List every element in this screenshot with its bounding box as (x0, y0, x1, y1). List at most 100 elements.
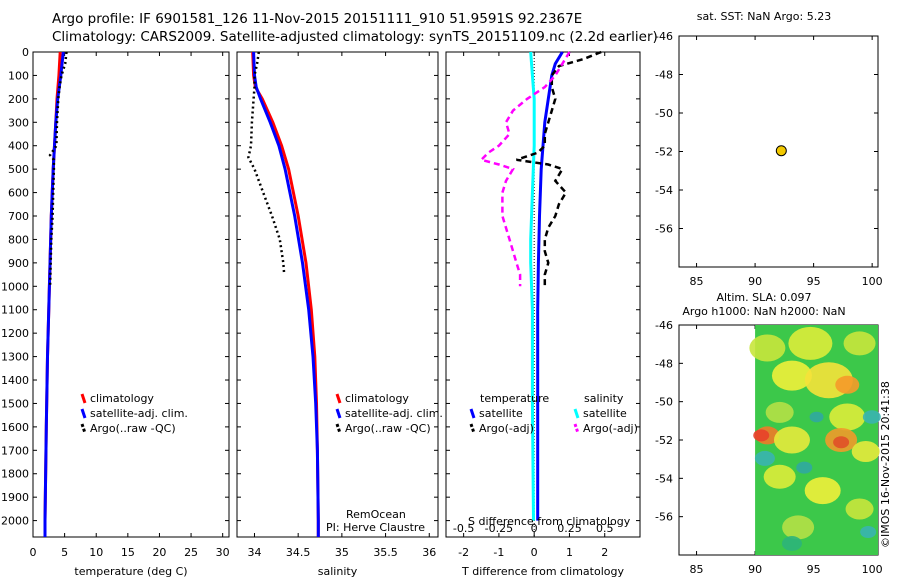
x-tick-label: 25 (184, 546, 198, 559)
heatmap-cell (765, 401, 794, 423)
x-tick-label: 100 (862, 275, 883, 288)
y-tick-label: 1900 (1, 491, 29, 504)
legend-salinity-title: salinity (584, 392, 624, 405)
y-tick-label: 1300 (1, 351, 29, 364)
y-tick-label: -52 (655, 434, 673, 447)
x-tick-label: 20 (152, 546, 166, 559)
y-tick-label: -48 (655, 69, 673, 82)
y-tick-label: 200 (8, 93, 29, 106)
legend-argo-raw-swatch (335, 423, 342, 434)
y-tick-label: 500 (8, 163, 29, 176)
y-tick-label: -46 (655, 319, 673, 332)
x-tick-label: 95 (807, 275, 821, 288)
profile-axes-box (445, 51, 641, 538)
y-tick-label: -54 (655, 184, 673, 197)
secondary-x-tick-label: -0.25 (485, 522, 513, 535)
x-tick-label: 2 (601, 546, 608, 559)
heatmap-cell (809, 411, 824, 423)
series-line (43, 51, 65, 537)
y-tick-label: 0 (22, 46, 29, 59)
y-tick-label: 1600 (1, 421, 29, 434)
heatmap-cell (804, 477, 841, 505)
y-tick-label: 400 (8, 140, 29, 153)
heatmap-cell (782, 515, 815, 540)
legend-temp-satellite-swatch (469, 408, 476, 419)
series-line (251, 51, 320, 537)
x-tick-label: 10 (89, 546, 103, 559)
legend-satellite-adj-swatch (335, 408, 342, 419)
x-tick-label: -1 (493, 546, 504, 559)
heatmap-cell (796, 461, 813, 474)
x-axis-label: temperature (deg C) (74, 565, 187, 578)
heatmap-cell (749, 334, 786, 362)
y-tick-label: 1700 (1, 444, 29, 457)
x-tick-label: 85 (690, 563, 704, 576)
heatmap-cell (843, 331, 876, 356)
x-tick-label: 30 (216, 546, 230, 559)
heatmap-cell (788, 326, 833, 360)
pi-label: PI: Herve Claustre (326, 521, 425, 534)
x-axis-label: salinity (318, 565, 358, 578)
profile-axes-box (236, 51, 439, 538)
y-tick-label: 700 (8, 210, 29, 223)
profile-axes-box (32, 51, 230, 538)
heatmap-cell (851, 441, 880, 462)
legend-argo-raw-label: Argo(..raw -QC) (90, 422, 176, 435)
legend-sal-satellite-label: satellite (583, 407, 627, 420)
legend-argo-raw-swatch (80, 423, 87, 434)
heatmap-cell (763, 464, 796, 489)
secondary-x-tick-label: 0.25 (557, 522, 582, 535)
y-tick-label: 900 (8, 257, 29, 270)
heatmap-cell (845, 498, 874, 520)
header-line1: Argo profile: IF 6901581_126 11-Nov-2015… (52, 11, 583, 27)
difference-panel: -2 -1 0 1 2 T difference from climatology -0.5… (445, 50, 641, 578)
x-tick-label: 34 (247, 546, 261, 559)
y-tick-label: 1000 (1, 280, 29, 293)
heatmap-cell (754, 450, 775, 466)
y-tick-label: 1500 (1, 397, 29, 410)
x-tick-label: 0 (531, 546, 538, 559)
location-map-panel: -46 -48 -50 -52 -54 -56 85 90 95 100 (655, 30, 883, 288)
y-tick-label: -50 (655, 396, 673, 409)
y-tick-label: -48 (655, 357, 673, 370)
y-tick-label: -56 (655, 511, 673, 524)
secondary-x-tick-label: 0.5 (596, 522, 614, 535)
legend-climatology-swatch (335, 393, 342, 404)
y-tick-label: 1200 (1, 327, 29, 340)
series-line (48, 51, 68, 287)
altimetry-map-panel: -46 -48 -50 -52 -54 -56 85 90 95 100 (655, 319, 883, 576)
y-tick-label: 2000 (1, 515, 29, 528)
heatmap-cell (833, 436, 850, 449)
y-tick-label: -52 (655, 146, 673, 159)
heatmap-cell (781, 536, 802, 551)
heatmap-cell (771, 360, 812, 391)
heatmap-cell (860, 526, 877, 538)
series-line (478, 51, 571, 287)
salinity-panel: 34 34.5 35 35.5 36 salinity climatology satelli… (236, 51, 443, 578)
x-tick-label: 34.5 (286, 546, 311, 559)
y-tick-label: -50 (655, 107, 673, 120)
argo-h-title: Argo h1000: NaN h2000: NaN (682, 305, 845, 318)
series-line (247, 51, 286, 275)
y-tick-label: 1400 (1, 374, 29, 387)
x-tick-label: 35.5 (373, 546, 398, 559)
x-tick-label: 36 (422, 546, 436, 559)
legend-climatology-label: climatology (345, 392, 409, 405)
legend-sal-argo-label: Argo(-adj) (583, 422, 638, 435)
legend-temp-argo-label: Argo(-adj) (479, 422, 534, 435)
x-tick-label: -2 (458, 546, 469, 559)
x-tick-label: 35 (335, 546, 349, 559)
x-tick-label: 0 (30, 546, 37, 559)
y-tick-label: 1100 (1, 304, 29, 317)
heatmap-cell (862, 410, 881, 424)
legend-satellite-adj-label: satellite-adj. clim. (345, 407, 443, 420)
legend-satellite-adj-swatch (80, 408, 87, 419)
legend-satellite-adj-label: satellite-adj. clim. (90, 407, 188, 420)
legend-argo-raw-label: Argo(..raw -QC) (345, 422, 431, 435)
heatmap-cell (835, 375, 860, 394)
x-tick-label: 95 (807, 563, 821, 576)
y-tick-label: -56 (655, 223, 673, 236)
secondary-x-tick-label: 0 (531, 522, 538, 535)
legend-temp-satellite-label: satellite (479, 407, 523, 420)
